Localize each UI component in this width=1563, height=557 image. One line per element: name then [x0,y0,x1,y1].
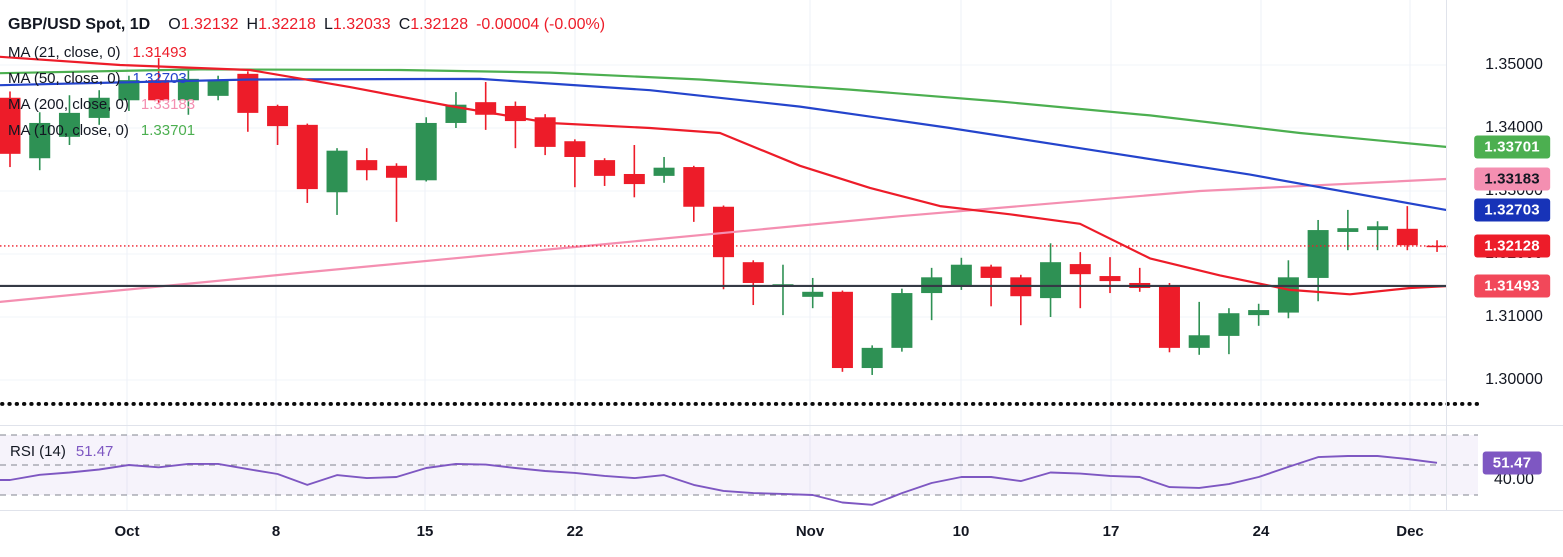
candlestick [653,156,675,183]
candlestick [1367,221,1389,251]
ma-100-line[interactable] [0,68,1448,148]
ohlc-letter: L [323,16,333,33]
time-axis-label: 22 [566,523,584,540]
candlestick [772,264,794,316]
ohlc-value: 1.32132 [180,16,239,33]
indicator-row-ma-50[interactable]: MA (50, close, 0) 1.32703 [8,66,605,92]
ohlc-letter: O [168,16,181,33]
candlestick [1337,209,1359,251]
change-value: -0.00004 (-0.00%) [476,16,606,33]
candlestick [683,165,705,222]
ohlc-readout: O1.32132 H1.32218 L1.32033 C1.32128 [160,16,468,33]
time-axis-label: 10 [952,523,970,540]
candlestick [385,163,407,222]
price-tick-label: 1.30000 [1485,371,1543,388]
candlestick [0,91,21,168]
rsi-value-badge: 51.47 [1482,451,1542,475]
candlestick [1248,303,1270,326]
candlestick [237,71,259,132]
time-axis[interactable] [0,510,1563,557]
time-axis-label: Nov [795,523,825,540]
candles [0,58,1448,375]
symbol-legend[interactable]: GBP/USD Spot, 1D O1.32132 H1.32218 L1.32033… [8,10,605,40]
candlestick [802,277,824,309]
candlestick [891,288,913,352]
time-axis-label: 8 [271,523,281,540]
ohlc-letter: H [246,16,259,33]
candlestick [1129,267,1151,292]
indicator-label: MA (21, close, 0) [8,44,121,61]
candlestick [564,139,586,188]
candlestick [950,257,972,290]
rsi-label: RSI (14) [10,443,66,460]
candlestick [177,70,199,115]
ma21-price-badge: 1.31493 [1474,274,1550,298]
indicator-legend: MA (21, close, 0) 1.31493 MA (50, close, 0… [8,40,605,144]
candlestick [415,117,437,182]
indicator-value: 1.33701 [140,122,196,139]
indicator-value: 1.32703 [132,70,187,87]
legend: GBP/USD Spot, 1D O1.32132 H1.32218 L1.32033… [8,10,605,144]
price-tick-label: 1.35000 [1485,56,1543,73]
candlestick [1040,243,1062,317]
symbol-title[interactable]: GBP/USD Spot, 1D [8,16,151,33]
indicator-value: 1.31493 [132,44,187,61]
time-axis-label: 17 [1102,523,1120,540]
candlestick [29,112,51,171]
candlestick [594,158,616,186]
indicator-row-ma-21[interactable]: MA (21, close, 0) 1.31493 [8,40,605,66]
rsi-value: 51.47 [75,443,114,460]
last-price-badge: 1.32128 [1474,234,1550,258]
indicator-value: 1.33183 [140,96,196,113]
candlestick [623,145,645,198]
ohlc-value: 1.32128 [410,16,469,33]
price-tick-label: 1.34000 [1485,119,1543,136]
candlestick [1099,257,1121,294]
indicator-row-ma-200[interactable]: MA (200, close, 0) 1.33183 [8,92,605,118]
candlestick [831,290,853,372]
candlestick [1396,206,1418,251]
ohlc-value: 1.32033 [332,16,391,33]
candlestick [58,95,80,146]
indicator-label: MA (100, close, 0) [8,122,129,139]
indicator-label: MA (50, close, 0) [8,70,121,87]
time-axis-label: Oct [114,523,140,540]
rsi-line[interactable] [0,455,1438,506]
candlestick [267,104,289,146]
indicator-label: MA (200, close, 0) [8,96,129,113]
ma50-price-badge: 1.32703 [1474,198,1550,222]
rsi-legend[interactable]: RSI (14) 51.47 [10,441,113,463]
ohlc-letter: C [398,16,411,33]
candlestick [326,148,348,215]
ma-50-line[interactable] [0,77,1448,211]
rsi-tick-label: 40.00 [1493,471,1535,488]
ma200-price-badge: 1.33183 [1474,167,1550,191]
candlestick [534,114,556,156]
price-tick-label: 1.31000 [1485,308,1543,325]
candlestick [445,92,467,128]
candlestick [356,148,378,181]
ma-200-line[interactable] [0,177,1448,303]
time-axis-label: Dec [1396,523,1424,540]
candlestick [921,267,943,321]
candlestick [1307,219,1329,302]
candlestick [296,123,318,203]
candlestick [713,205,735,290]
ma100-price-badge: 1.33701 [1474,135,1550,159]
candlestick [861,345,883,375]
candlestick [1188,301,1210,355]
time-axis-label: 24 [1252,523,1270,540]
time-axis-label: 15 [416,523,434,540]
candlestick [1158,282,1180,353]
candlestick [1218,308,1240,355]
indicator-row-ma-100[interactable]: MA (100, close, 0) 1.33701 [8,118,605,144]
candlestick [1069,252,1091,309]
ohlc-value: 1.32218 [258,16,316,33]
candlestick [742,260,764,306]
candlestick [1010,274,1032,326]
candlestick [88,90,110,125]
ma-21-line[interactable] [0,55,1448,296]
